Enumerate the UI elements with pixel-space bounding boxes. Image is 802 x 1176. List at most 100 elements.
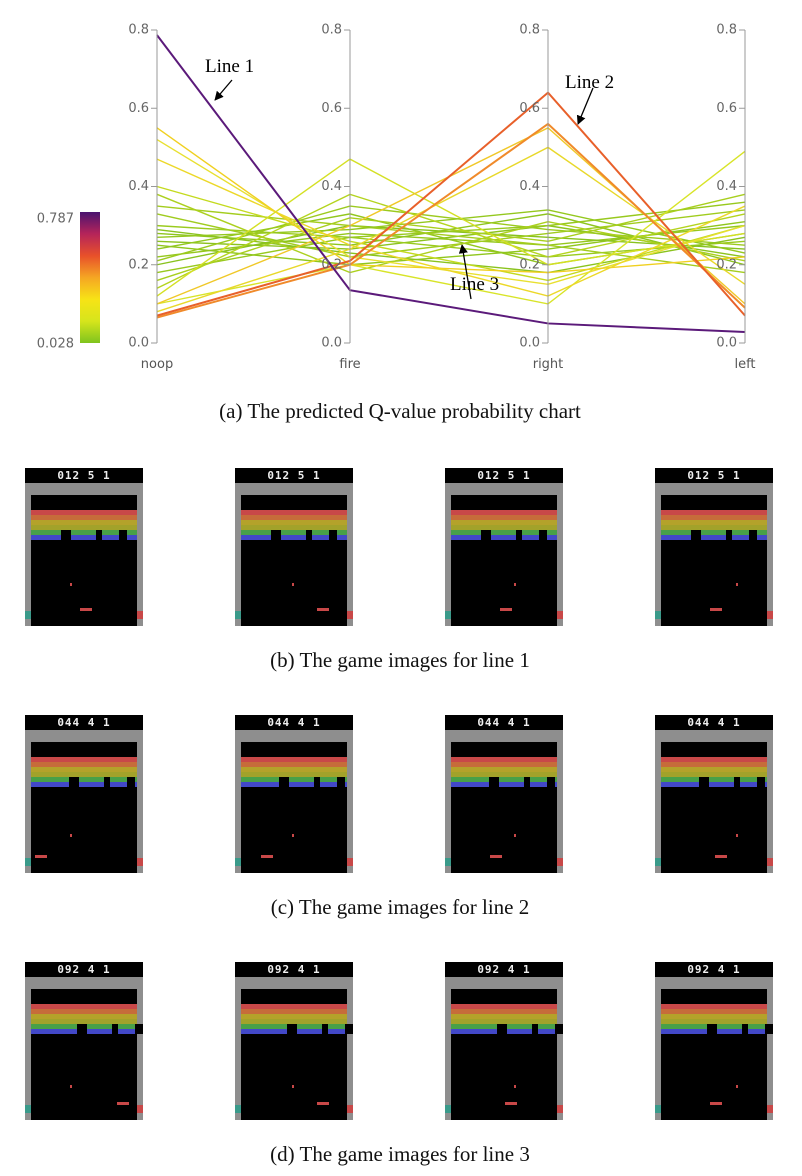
brick-gap [699,777,709,787]
wall-mark [557,858,563,866]
y-tick-label: 0.6 [716,101,737,116]
bricks [661,1014,767,1019]
ball [70,583,72,586]
wall-mark [445,611,451,619]
wall-mark [235,611,241,619]
bricks [31,782,137,787]
data-line [156,193,746,289]
bricks [451,762,557,767]
colorbar-min: 0.028 [37,337,74,352]
brick-gap [497,1024,507,1034]
bricks [241,767,347,772]
bricks [661,757,767,762]
wall-mark [655,1105,661,1113]
bricks [241,757,347,762]
game-image: 044 4 1 [25,715,143,873]
ball [736,834,738,837]
axis-label: right [533,357,564,372]
caption: (a) The predicted Q-value probability ch… [219,399,581,423]
game-image: 044 4 1 [655,715,773,873]
bricks [451,767,557,772]
score-bar [25,962,143,977]
bricks [661,525,767,530]
brick-gap [489,777,499,787]
y-tick-label: 0.4 [519,179,540,194]
bricks [661,530,767,535]
score: 044 4 1 [267,716,320,729]
ball [292,583,294,586]
wall-mark [767,1105,773,1113]
y-tick-label: 0.8 [321,23,342,38]
bricks [661,510,767,515]
bricks [661,782,767,787]
y-tick-label: 0.8 [716,23,737,38]
bricks [451,782,557,787]
data-line [156,158,746,297]
score-bar [445,962,563,977]
y-tick-label: 0.8 [128,23,149,38]
game-image: 044 4 1 [235,715,353,873]
brick-gap [314,777,320,787]
brick-gap [555,1024,563,1034]
brick-gap [287,1024,297,1034]
game-image: 092 4 1 [445,962,563,1120]
brick-gap [135,1024,143,1034]
y-tick-label: 0.0 [519,336,540,351]
y-tick-label: 0.0 [128,336,149,351]
score-bar [25,715,143,730]
bricks [241,530,347,535]
bricks [241,762,347,767]
bricks [31,762,137,767]
annotation-arrow [214,79,233,101]
score-bar [655,468,773,483]
y-tick-label: 0.0 [321,336,342,351]
ball [736,583,738,586]
bricks [451,1019,557,1024]
wall-mark [767,858,773,866]
ball [514,1085,516,1088]
wall-mark [445,1105,451,1113]
bricks [451,1004,557,1009]
caption: (c) The game images for line 2 [271,895,530,919]
score-bar [235,715,353,730]
paddle [715,855,727,858]
bricks [661,515,767,520]
bricks [31,530,137,535]
bricks [451,757,557,762]
annotation: Line 2 [565,72,614,93]
bricks [31,1009,137,1014]
paddle [710,608,722,611]
brick-gap [481,530,491,540]
paddle [117,1102,129,1105]
brick-gap [749,530,757,540]
bricks [241,520,347,525]
brick-gap [329,530,337,540]
ball [292,834,294,837]
score: 092 4 1 [57,963,110,976]
colorbar-max: 0.787 [37,212,74,227]
y-tick-label: 0.6 [519,101,540,116]
brick-gap [726,530,732,540]
bricks [241,1019,347,1024]
y-tick-label: 0.0 [716,336,737,351]
ball [70,1085,72,1088]
score-bar [25,468,143,483]
brick-gap [337,777,345,787]
brick-gap [345,1024,353,1034]
wall-mark [137,1105,143,1113]
score: 012 5 1 [267,469,320,482]
bricks [31,1004,137,1009]
bricks [31,535,137,540]
bricks [451,530,557,535]
brick-gap [742,1024,748,1034]
y-tick-label: 0.2 [128,257,149,272]
bricks [661,767,767,772]
bricks [661,520,767,525]
ball [736,1085,738,1088]
game-image: 012 5 1 [235,468,353,626]
bricks [451,510,557,515]
bricks [661,772,767,777]
brick-gap [104,777,110,787]
brick-gap [524,777,530,787]
bricks [661,1009,767,1014]
